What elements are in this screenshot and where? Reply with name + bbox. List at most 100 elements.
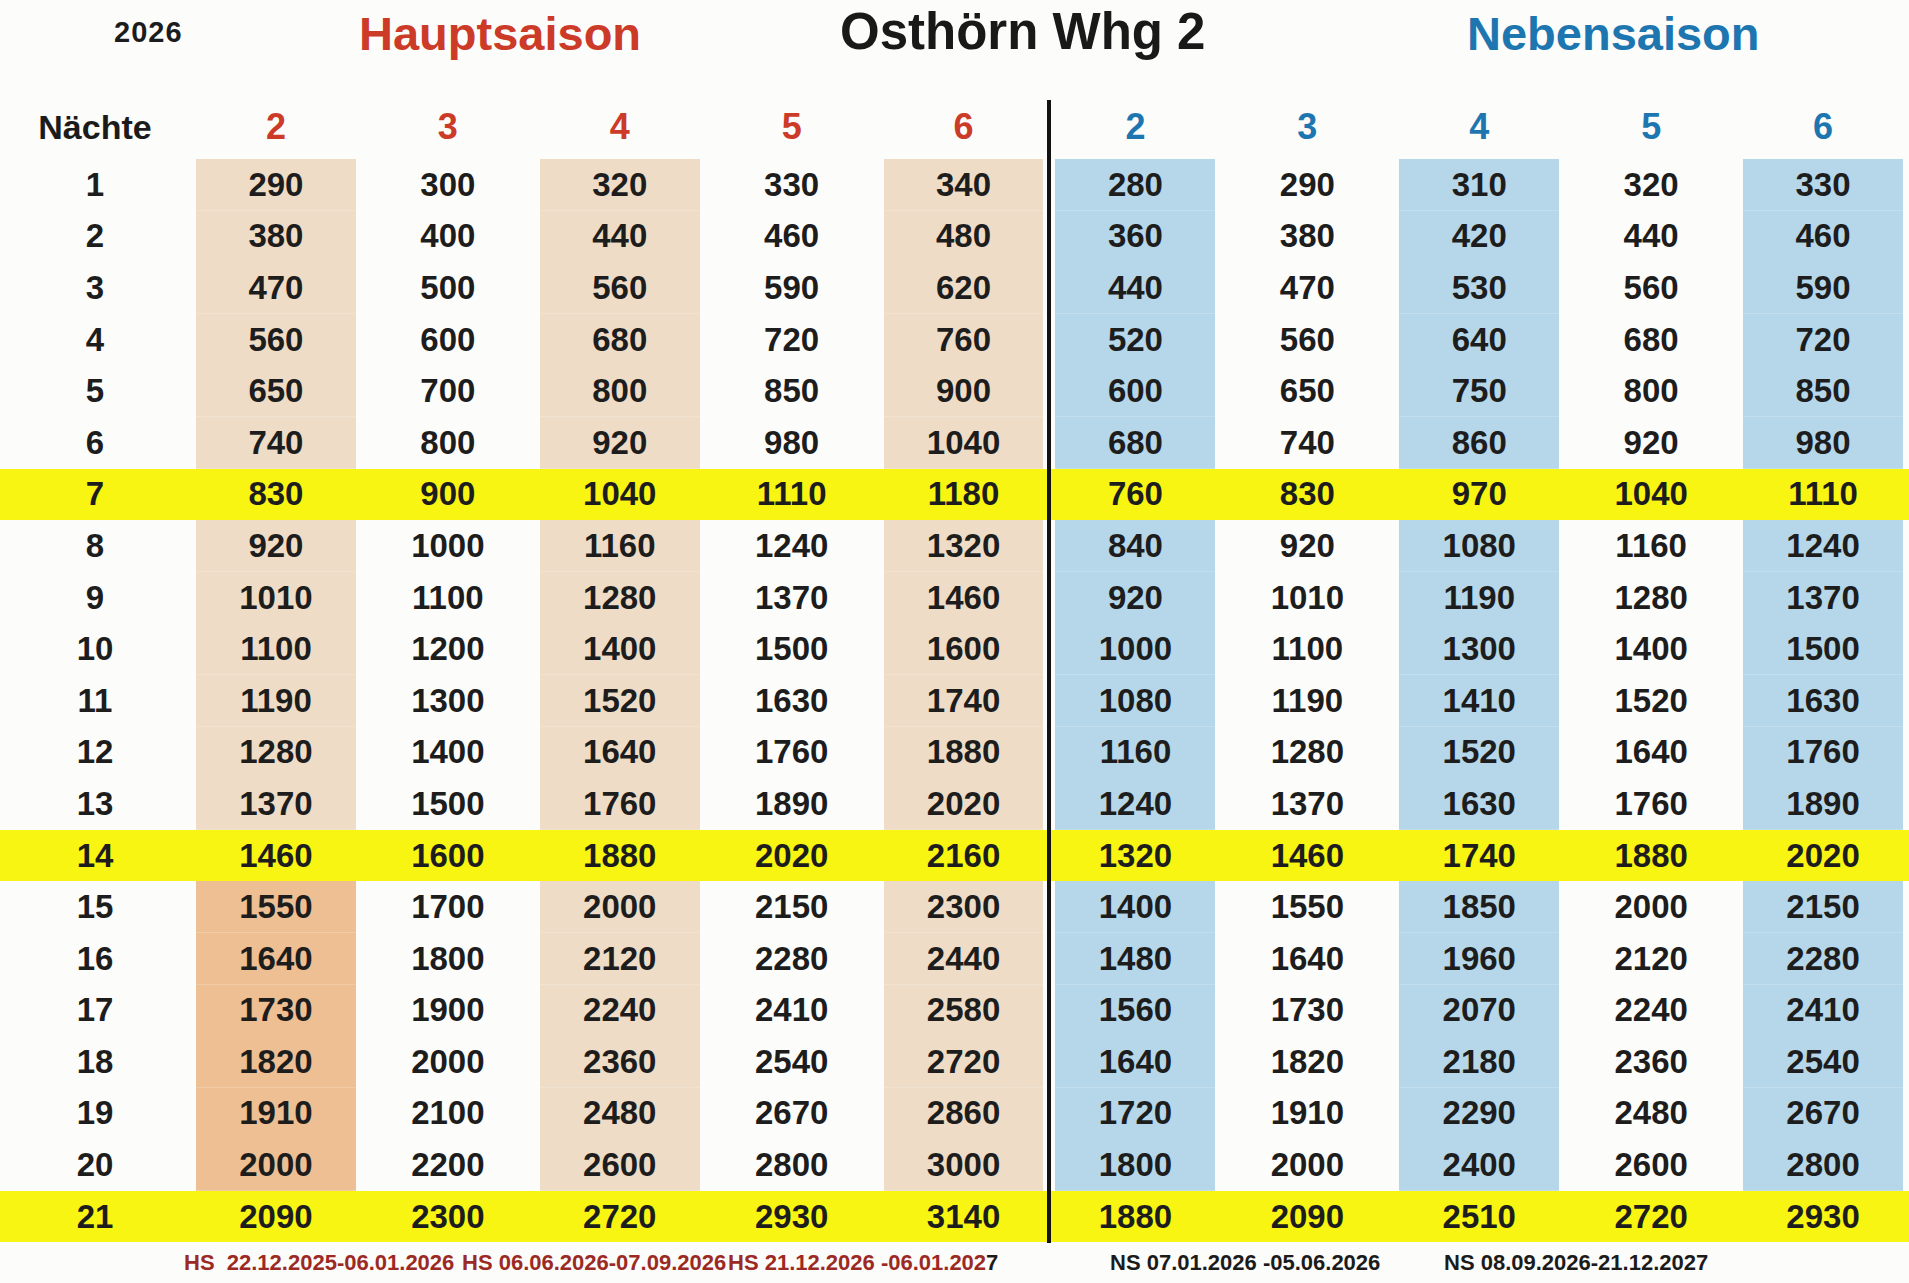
ns-price-cell: 2720 [1565, 1191, 1737, 1243]
nights-cell: 7 [0, 469, 190, 521]
ns-price-cell: 2540 [1737, 1036, 1909, 1088]
table-row: 1290300320330340280290310320330 [0, 159, 1909, 211]
hs-price-cell: 900 [878, 365, 1050, 417]
hs-price-cell: 1100 [190, 623, 362, 675]
ns-price-cell: 380 [1221, 211, 1393, 263]
ns-price-cell: 330 [1737, 159, 1909, 211]
ns-price-cell: 1080 [1049, 675, 1221, 727]
hs-price-cell: 1760 [706, 727, 878, 779]
hs-price-cell: 830 [190, 469, 362, 521]
ns-price-cell: 320 [1565, 159, 1737, 211]
ns-price-cell: 2180 [1393, 1036, 1565, 1088]
ns-price-cell: 2150 [1737, 881, 1909, 933]
hs-price-cell: 1820 [190, 1036, 362, 1088]
nights-cell: 12 [0, 727, 190, 779]
ns-price-cell: 1640 [1221, 933, 1393, 985]
hs-price-cell: 1040 [878, 417, 1050, 469]
hs-price-cell: 1400 [534, 623, 706, 675]
hs-period-3-text: HS 21.12.2026 -06.01.202 [728, 1250, 986, 1275]
hs-person-count-header: 6 [878, 95, 1050, 159]
ns-price-cell: 1800 [1049, 1139, 1221, 1191]
hs-price-cell: 680 [534, 314, 706, 366]
table-body: 1290300320330340280290310320330238040044… [0, 159, 1909, 1242]
table-row: 1616401800212022802440148016401960212022… [0, 933, 1909, 985]
ns-price-cell: 1890 [1737, 778, 1909, 830]
nights-cell: 20 [0, 1139, 190, 1191]
ns-person-count-header: 2 [1049, 95, 1221, 159]
nights-cell: 21 [0, 1191, 190, 1243]
hs-period-3-suffix: 7 [986, 1250, 998, 1275]
nights-cell: 1 [0, 159, 190, 211]
ns-price-cell: 1850 [1393, 881, 1565, 933]
ns-person-count-header: 5 [1565, 95, 1737, 159]
ns-price-cell: 750 [1393, 365, 1565, 417]
nights-cell: 13 [0, 778, 190, 830]
hs-price-cell: 2020 [878, 778, 1050, 830]
ns-price-cell: 2930 [1737, 1191, 1909, 1243]
ns-price-cell: 2800 [1737, 1139, 1909, 1191]
nights-cell: 4 [0, 314, 190, 366]
ns-person-count-header: 6 [1737, 95, 1909, 159]
hs-price-cell: 1880 [878, 727, 1050, 779]
table-row: 5650700800850900600650750800850 [0, 365, 1909, 417]
hs-price-cell: 2090 [190, 1191, 362, 1243]
hs-price-cell: 1200 [362, 623, 534, 675]
hs-price-cell: 290 [190, 159, 362, 211]
ns-price-cell: 800 [1565, 365, 1737, 417]
table-row: 1717301900224024102580156017302070224024… [0, 985, 1909, 1037]
hs-person-count-header: 2 [190, 95, 362, 159]
ns-price-cell: 760 [1049, 469, 1221, 521]
ns-price-cell: 1160 [1049, 727, 1221, 779]
hs-period-1: HS 22.12.2025-06.01.2026 [184, 1250, 454, 1276]
ns-price-cell: 850 [1737, 365, 1909, 417]
nights-cell: 17 [0, 985, 190, 1037]
hs-price-cell: 920 [534, 417, 706, 469]
hs-price-cell: 2100 [362, 1088, 534, 1140]
hs-price-cell: 2000 [534, 881, 706, 933]
hs-price-cell: 3000 [878, 1139, 1050, 1191]
table-row: 1919102100248026702860172019102290248026… [0, 1088, 1909, 1140]
ns-price-cell: 680 [1049, 417, 1221, 469]
hs-price-cell: 2360 [534, 1036, 706, 1088]
nights-cell: 9 [0, 572, 190, 624]
hs-price-cell: 760 [878, 314, 1050, 366]
hs-price-cell: 800 [362, 417, 534, 469]
hs-price-cell: 2150 [706, 881, 878, 933]
year-label: 2026 [114, 16, 183, 49]
ns-price-cell: 520 [1049, 314, 1221, 366]
ns-price-cell: 1190 [1221, 675, 1393, 727]
hs-price-cell: 400 [362, 211, 534, 263]
ns-period-1: NS 07.01.2026 -05.06.2026 [1110, 1250, 1380, 1276]
hs-price-cell: 440 [534, 211, 706, 263]
hs-price-cell: 320 [534, 159, 706, 211]
ns-price-cell: 2480 [1565, 1088, 1737, 1140]
nights-cell: 11 [0, 675, 190, 727]
hs-person-count-header: 4 [534, 95, 706, 159]
hs-price-cell: 480 [878, 211, 1050, 263]
ns-price-cell: 1880 [1049, 1191, 1221, 1243]
hs-price-cell: 3140 [878, 1191, 1050, 1243]
hs-price-cell: 2720 [878, 1036, 1050, 1088]
ns-price-cell: 1280 [1565, 572, 1737, 624]
hs-price-cell: 850 [706, 365, 878, 417]
table-row: 67408009209801040680740860920980 [0, 417, 1909, 469]
ns-price-cell: 1550 [1221, 881, 1393, 933]
table-row: 9101011001280137014609201010119012801370 [0, 572, 1909, 624]
ns-price-cell: 650 [1221, 365, 1393, 417]
ns-price-cell: 1320 [1049, 830, 1221, 882]
hs-period-3: HS 21.12.2026 -06.01.2027 [728, 1250, 998, 1276]
ns-price-cell: 2000 [1221, 1139, 1393, 1191]
hs-price-cell: 2600 [534, 1139, 706, 1191]
ns-person-count-header: 3 [1221, 95, 1393, 159]
ns-price-cell: 460 [1737, 211, 1909, 263]
hs-price-cell: 700 [362, 365, 534, 417]
ns-price-cell: 1960 [1393, 933, 1565, 985]
hs-price-cell: 1900 [362, 985, 534, 1037]
table-row: 2020002200260028003000180020002400260028… [0, 1139, 1909, 1191]
hauptsaison-title: Hauptsaison [359, 6, 641, 61]
table-row: 1313701500176018902020124013701630176018… [0, 778, 1909, 830]
ns-price-cell: 1520 [1393, 727, 1565, 779]
page-title: Osthörn Whg 2 [840, 2, 1205, 61]
hs-person-count-header: 3 [362, 95, 534, 159]
hs-price-cell: 1500 [362, 778, 534, 830]
